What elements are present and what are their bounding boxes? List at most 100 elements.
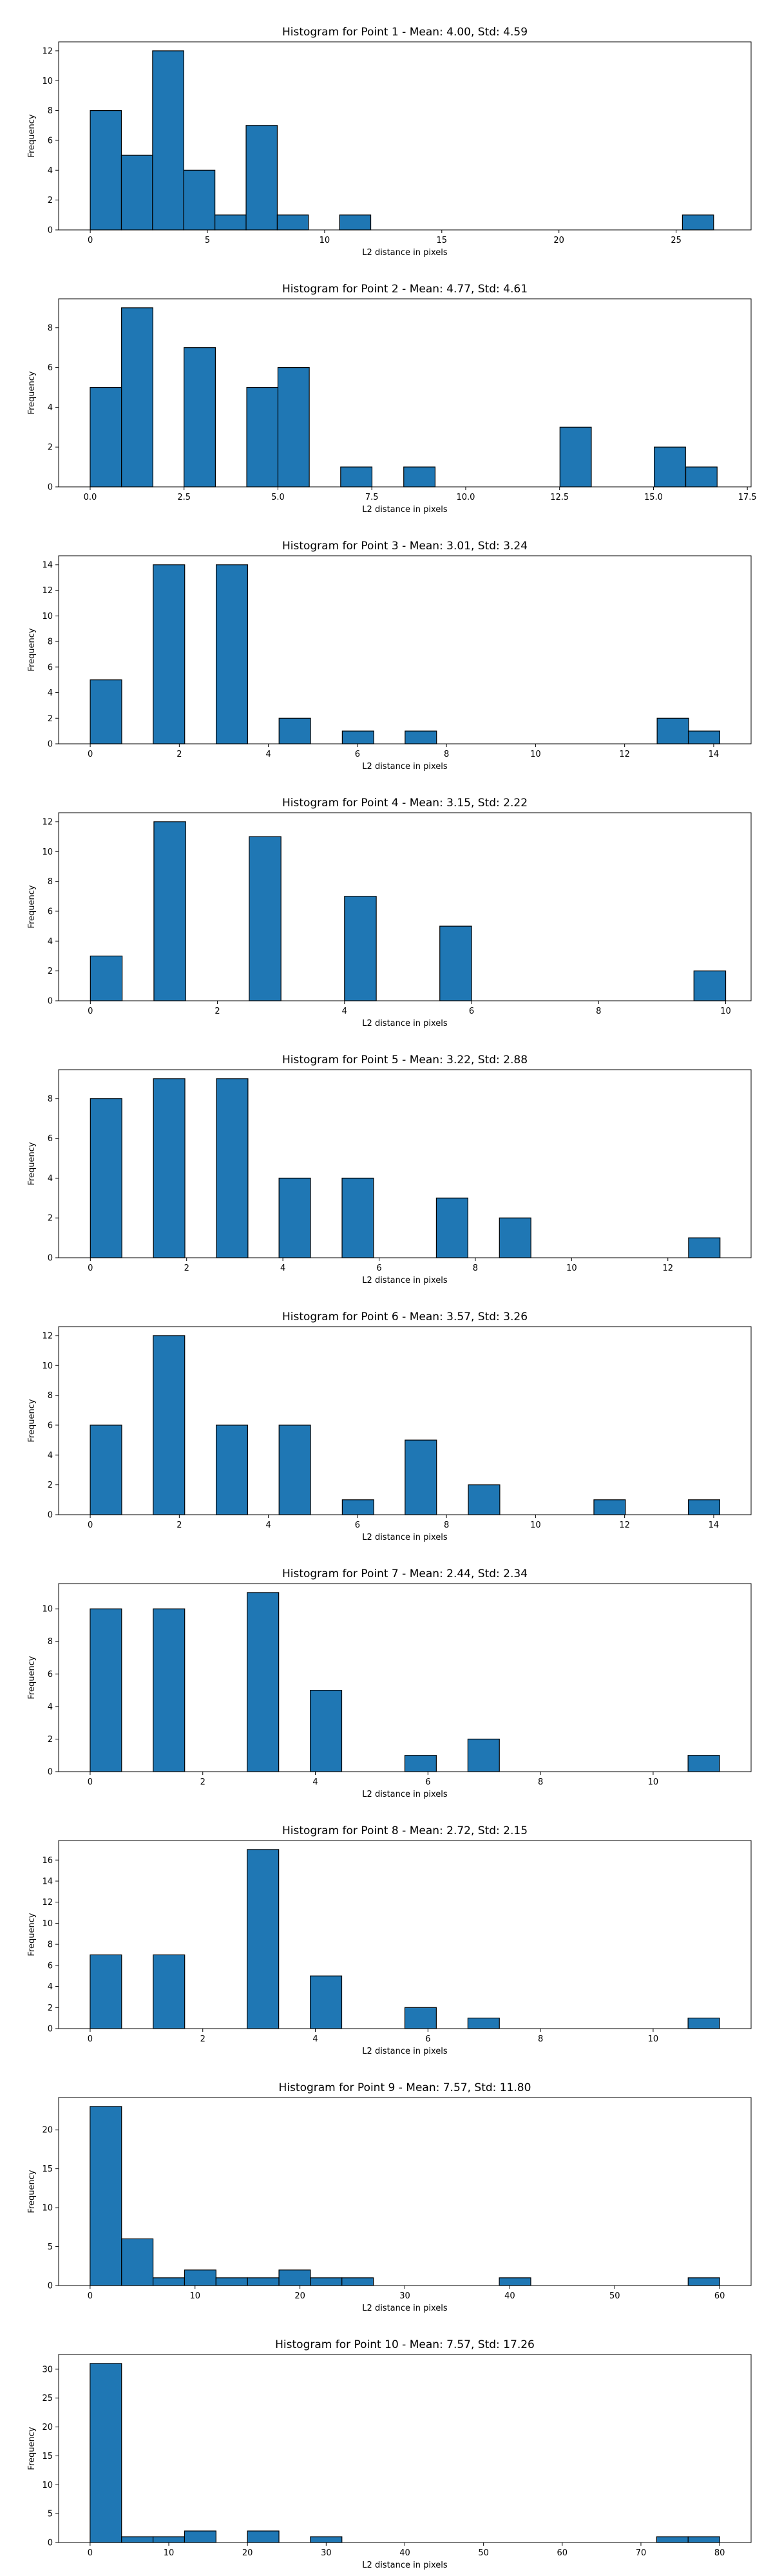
histogram-bar-2-3: [184, 347, 216, 488]
x-tick-label-9-1: 0: [88, 2291, 93, 2301]
histogram-bar-4-1: [90, 955, 123, 1001]
x-axis-label-5: L2 distance in pixels: [362, 1276, 448, 1285]
histogram-bar-6-1: [90, 1425, 122, 1515]
y-tick-label-2-3: 4: [48, 403, 53, 413]
x-tick-label-2-7: 15.0: [644, 493, 663, 502]
y-tick-label-4-5: 8: [48, 877, 53, 887]
chart-title-5: Histogram for Point 5 - Mean: 3.22, Std:…: [282, 1054, 528, 1066]
y-axis-label-2: Frequency: [27, 371, 37, 414]
chart-title-10: Histogram for Point 10 - Mean: 7.57, Std…: [275, 2338, 535, 2351]
x-tick-label-5-2: 2: [184, 1264, 189, 1273]
histogram-bar-6-7: [468, 1484, 501, 1515]
x-tick-label-7-2: 2: [200, 1777, 205, 1787]
x-tick-label-3-8: 14: [709, 750, 720, 759]
x-tick-label-7-6: 10: [648, 1777, 659, 1787]
x-tick-label-2-2: 2.5: [177, 493, 191, 502]
plot-frame-9: [58, 2097, 752, 2286]
x-axis-label-2: L2 distance in pixels: [362, 505, 448, 515]
y-tick-label-4-1: 0: [48, 997, 53, 1007]
y-tick-label-1-5: 8: [48, 106, 53, 116]
x-tick-label-10-9: 80: [714, 2548, 725, 2558]
x-tick-label-1-5: 20: [553, 236, 564, 245]
chart-title-9: Histogram for Point 9 - Mean: 7.57, Std:…: [279, 2081, 531, 2094]
y-tick-label-7-6: 10: [42, 1605, 53, 1615]
histogram-bar-3-1: [90, 679, 122, 744]
y-tick-label-10-3: 10: [42, 2481, 53, 2490]
histogram-bar-3-4: [278, 717, 311, 744]
histogram-bar-7-2: [153, 1608, 186, 1772]
y-tick-label-8-8: 14: [42, 1877, 53, 1886]
x-tick-label-6-3: 4: [265, 1520, 271, 1530]
x-tick-label-3-4: 6: [355, 750, 360, 759]
x-axis-label-3: L2 distance in pixels: [362, 762, 448, 772]
y-tick-label-6-4: 6: [48, 1421, 53, 1430]
y-tick-label-6-2: 2: [48, 1481, 53, 1490]
y-tick-label-4-6: 10: [42, 848, 53, 857]
histogram-bar-3-7: [656, 717, 689, 744]
histogram-bar-9-10: [499, 2277, 531, 2286]
x-tick-label-9-7: 60: [714, 2291, 725, 2301]
y-tick-label-8-1: 0: [48, 2025, 53, 2034]
x-axis-label-6: L2 distance in pixels: [362, 1533, 448, 1542]
y-tick-label-3-5: 8: [48, 638, 53, 647]
y-axis-label-10: Frequency: [27, 2427, 37, 2470]
x-tick-label-4-1: 0: [88, 1007, 93, 1016]
y-tick-label-2-2: 2: [48, 443, 53, 453]
x-tick-label-6-8: 14: [709, 1520, 720, 1530]
histogram-bar-8-2: [153, 1954, 186, 2029]
x-tick-label-6-5: 8: [444, 1520, 449, 1530]
histogram-bar-7-5: [404, 1755, 437, 1772]
x-tick-label-4-4: 6: [469, 1007, 474, 1016]
histogram-bar-4-5: [439, 925, 472, 1001]
y-tick-label-8-4: 6: [48, 1961, 53, 1971]
histogram-panel-8: Histogram for Point 8 - Mean: 2.72, Std:…: [27, 1824, 752, 2056]
y-tick-label-6-6: 10: [42, 1361, 53, 1371]
x-tick-label-3-6: 10: [530, 750, 541, 759]
histogram-bar-5-7: [499, 1217, 531, 1258]
y-tick-label-7-1: 0: [48, 1768, 53, 1777]
histogram-bar-6-4: [278, 1425, 311, 1515]
histogram-bar-9-6: [247, 2277, 280, 2286]
histogram-panel-1: Histogram for Point 1 - Mean: 4.00, Std:…: [27, 26, 752, 258]
x-tick-label-10-5: 40: [399, 2548, 410, 2558]
x-tick-label-9-4: 30: [399, 2291, 410, 2301]
x-tick-label-7-1: 0: [88, 1777, 93, 1787]
histogram-bar-6-2: [153, 1335, 186, 1515]
x-tick-label-10-8: 70: [636, 2548, 647, 2558]
y-tick-label-6-1: 0: [48, 1511, 53, 1520]
histogram-bar-2-8: [559, 426, 592, 488]
histogram-bar-8-6: [467, 2018, 500, 2029]
histogram-bar-9-5: [215, 2277, 248, 2286]
x-tick-label-8-4: 6: [425, 2034, 430, 2044]
x-tick-label-2-1: 0.0: [84, 493, 97, 502]
x-tick-label-7-4: 6: [425, 1777, 430, 1787]
histogram-bar-6-9: [687, 1499, 721, 1515]
x-axis-label-10: L2 distance in pixels: [362, 2561, 448, 2570]
x-axis-label-8: L2 distance in pixels: [362, 2047, 448, 2056]
chart-title-2: Histogram for Point 2 - Mean: 4.77, Std:…: [282, 283, 528, 296]
chart-title-6: Histogram for Point 6 - Mean: 3.57, Std:…: [282, 1311, 528, 1323]
histogram-bar-2-5: [277, 367, 310, 488]
histogram-bar-2-10: [685, 466, 718, 488]
x-tick-label-1-3: 10: [320, 236, 330, 245]
x-tick-label-3-3: 4: [265, 750, 271, 759]
y-tick-label-2-1: 0: [48, 483, 53, 493]
y-tick-label-8-3: 4: [48, 1982, 53, 1992]
x-tick-label-5-5: 8: [473, 1264, 478, 1273]
y-tick-label-8-6: 10: [42, 1919, 53, 1929]
y-tick-label-1-1: 0: [48, 226, 53, 236]
y-tick-label-10-2: 5: [48, 2510, 53, 2519]
histogram-bar-7-6: [467, 1738, 500, 1772]
y-tick-label-3-1: 0: [48, 740, 53, 750]
y-tick-label-7-5: 8: [48, 1637, 53, 1647]
y-tick-label-4-7: 12: [42, 817, 53, 827]
y-axis-label-7: Frequency: [27, 1656, 37, 1699]
histogram-bar-2-9: [653, 446, 686, 488]
x-tick-label-2-3: 5.0: [271, 493, 285, 502]
histogram-bar-2-6: [340, 466, 373, 488]
histogram-bar-8-5: [404, 2007, 437, 2029]
x-tick-label-1-4: 15: [437, 236, 448, 245]
x-tick-label-9-6: 50: [609, 2291, 620, 2301]
histogram-bar-10-7: [656, 2536, 689, 2543]
y-tick-label-8-2: 2: [48, 2003, 53, 2013]
